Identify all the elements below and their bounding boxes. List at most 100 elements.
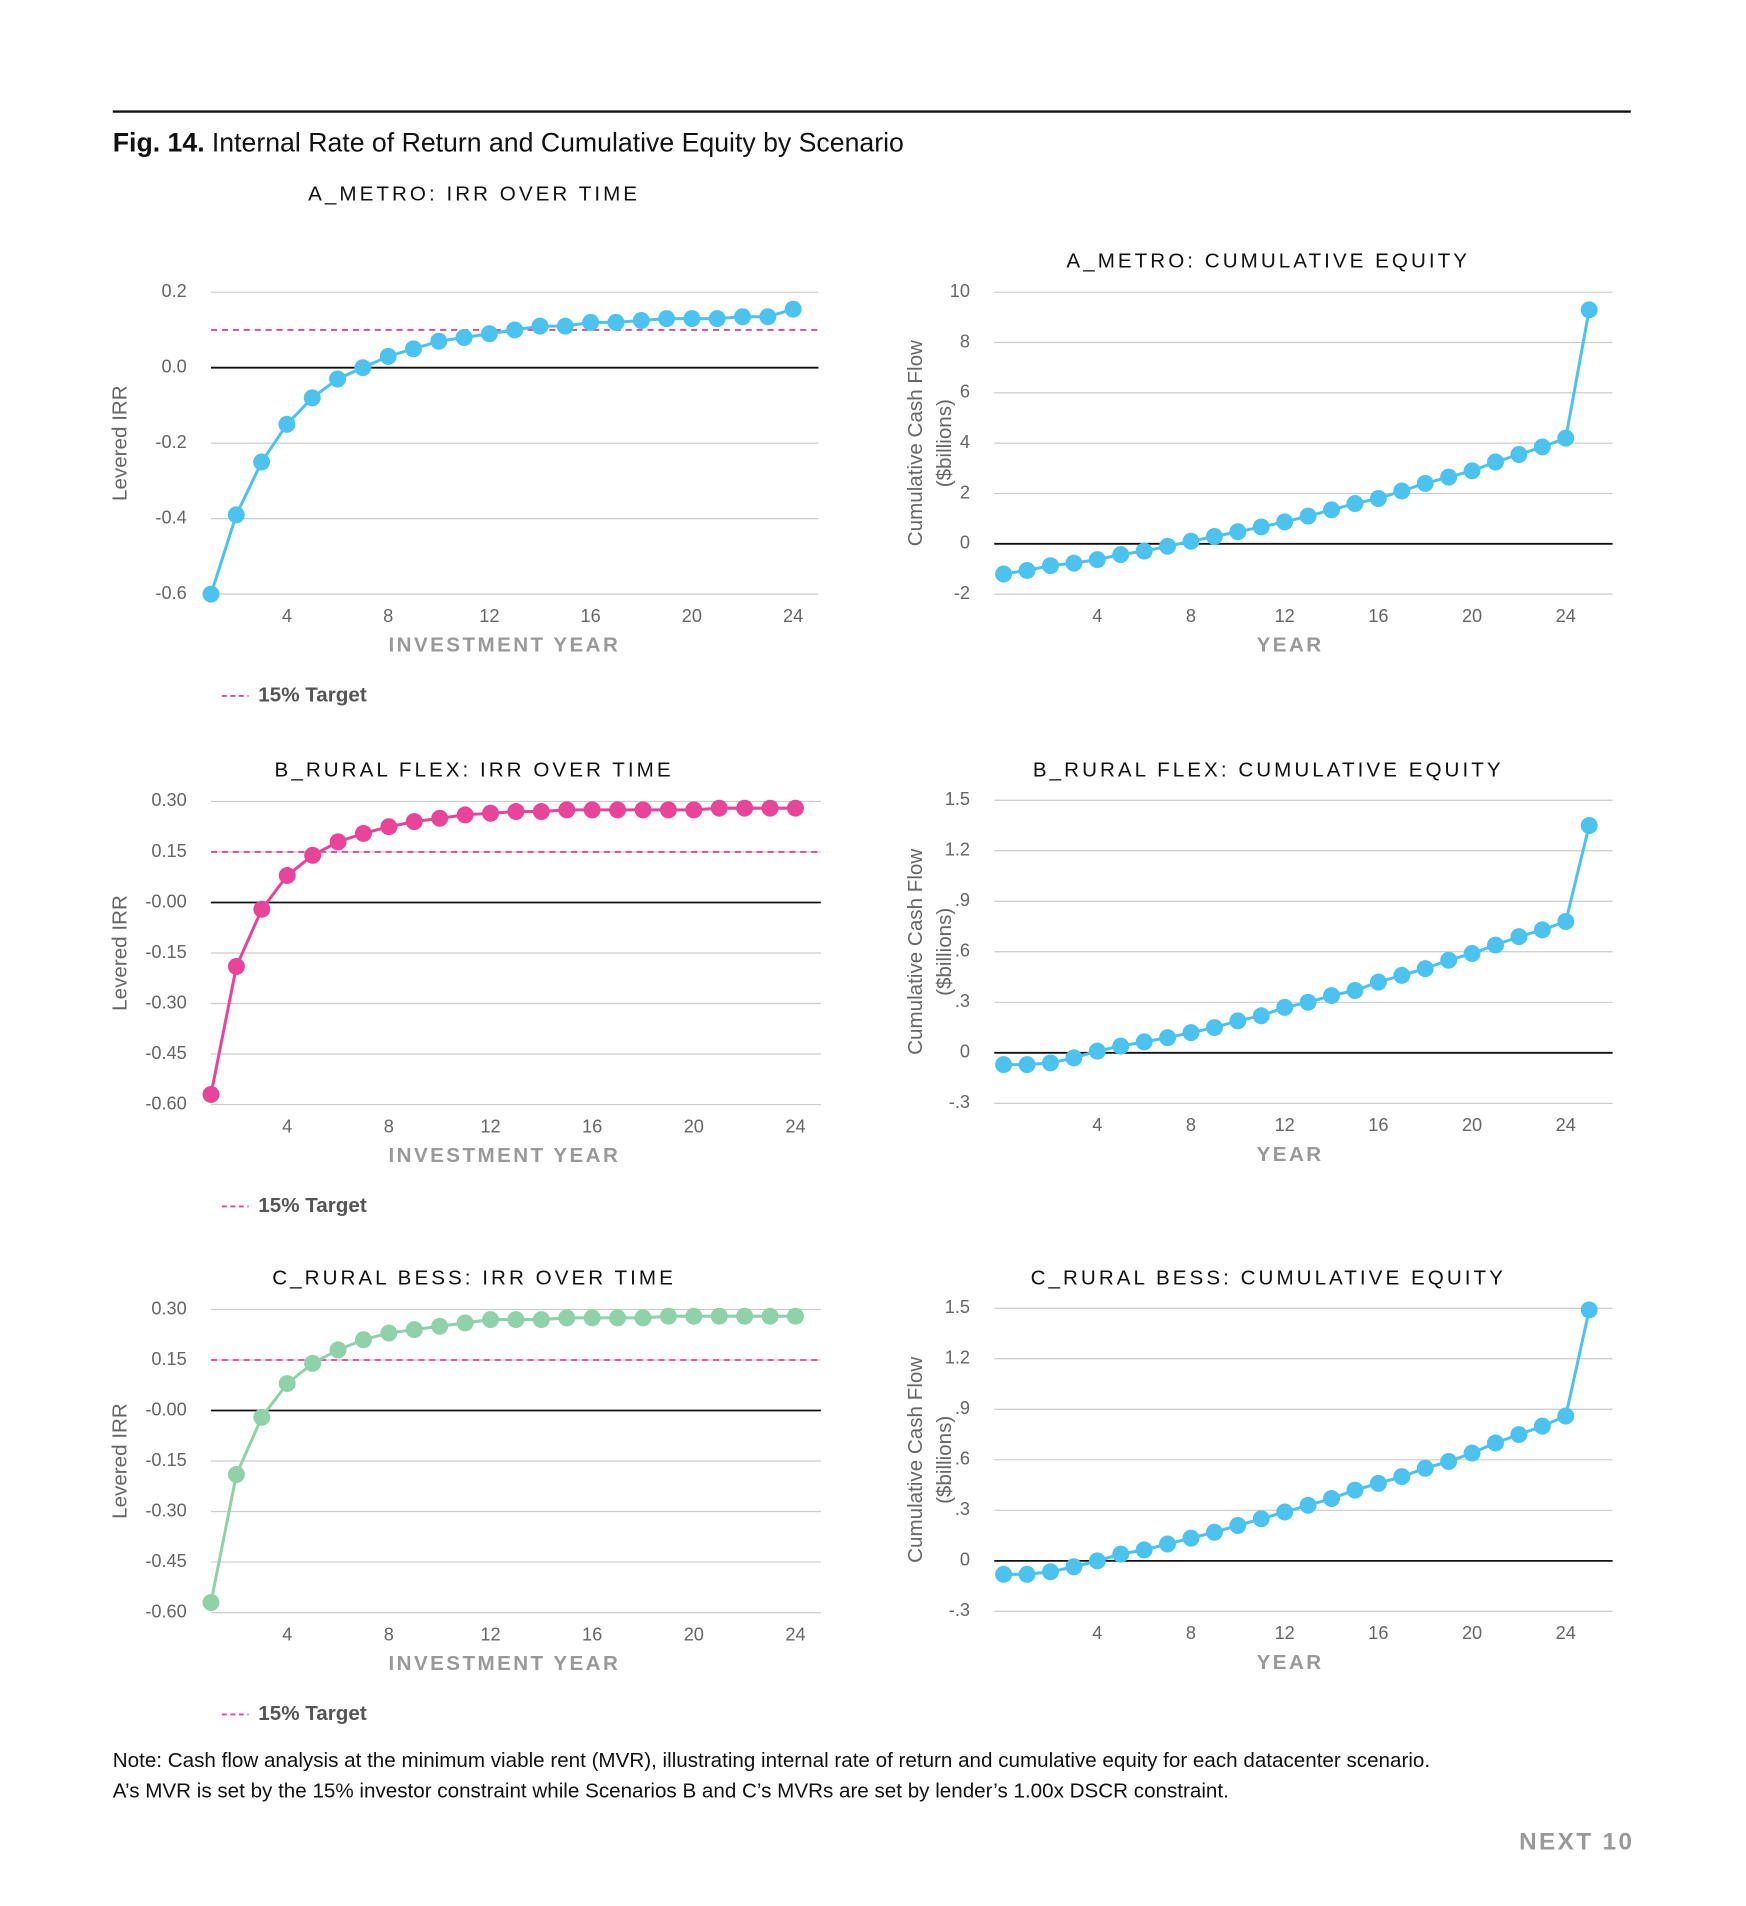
point [658,310,676,328]
chart-title: B_RURAL FLEX: IRR OVER TIME [275,759,674,782]
x-tick-label: 8 [1186,606,1196,626]
point [1510,445,1528,463]
x-tick-label: 16 [1368,606,1388,626]
y-tick-label: -0.15 [145,942,186,962]
point [632,312,650,329]
point [659,1307,677,1325]
point [380,818,398,836]
y-axis-label: Cumulative Cash Flow [904,1357,927,1563]
x-tick-label: 16 [581,606,601,626]
y-tick-label: -0.2 [155,432,186,452]
x-axis-label: YEAR [1257,1143,1324,1166]
y-tick-label: -0.4 [155,507,186,527]
point [1018,1565,1036,1583]
y-tick-label: -0.00 [145,1399,186,1419]
point [531,317,549,335]
y-tick-label: .3 [955,991,970,1011]
point [634,801,652,819]
legend-label: 15% Target [258,683,367,706]
point [1135,1033,1153,1051]
x-axis-label: INVESTMENT YEAR [389,634,621,657]
point [1041,557,1059,575]
point [583,1309,601,1327]
point [253,1408,271,1426]
figure-label: Fig. 14. [113,127,205,157]
y-tick-label: -2 [954,583,970,603]
point [1393,966,1411,984]
x-tick-label: 4 [282,1116,292,1136]
point [482,1311,500,1329]
point [708,310,726,328]
point [1510,928,1528,946]
point [1369,1474,1387,1492]
y-tick-label: .6 [955,1449,970,1469]
point [736,799,754,817]
legend-label: 15% Target [258,1194,367,1217]
point [1416,1459,1434,1477]
y-tick-label: -.3 [949,1092,970,1112]
footer-brand: NEXT 10 [1519,1828,1634,1855]
x-tick-label: 4 [1092,1115,1102,1135]
y-axis-label: ($billions) [933,399,956,487]
point [278,1375,296,1393]
x-tick-label: 16 [1368,1115,1388,1135]
point [1135,542,1153,560]
point [1135,1541,1153,1559]
y-tick-label: 0.30 [151,1298,186,1318]
y-tick-label: 1.5 [945,1297,970,1317]
y-tick-label: 0.15 [151,841,186,861]
point [1018,1056,1036,1074]
point [455,329,473,346]
point [784,300,802,318]
y-tick-label: 1.5 [945,789,970,809]
point [482,804,500,822]
point [1580,817,1598,834]
y-tick-label: 4 [960,432,970,452]
y-axis-label: Levered IRR [109,1403,132,1519]
point [1252,1007,1270,1025]
x-tick-label: 20 [684,1624,704,1644]
point [532,803,550,821]
point [995,1565,1013,1583]
point [683,310,701,328]
point [1182,532,1200,550]
y-tick-label: .9 [955,890,970,910]
y-tick-label: .6 [955,941,970,961]
figure-heading: Fig. 14. Internal Rate of Return and Cumu… [113,127,904,157]
point [1557,429,1575,447]
point [558,1309,576,1327]
chart-title: B_RURAL FLEX: CUMULATIVE EQUITY [1033,759,1504,782]
point [329,833,347,851]
point [1159,1535,1177,1553]
point [1065,554,1083,572]
x-tick-label: 24 [1556,1623,1576,1643]
point [456,806,474,824]
series-line [209,307,794,595]
point [1487,1434,1504,1452]
point [786,799,804,817]
y-tick-label: 0.0 [161,356,186,376]
point [202,1085,220,1103]
point [1463,462,1481,480]
point [1088,1042,1106,1060]
point [1205,528,1223,545]
x-tick-label: 16 [582,1116,602,1136]
point [507,803,525,821]
point [227,1466,245,1483]
point [1533,438,1551,456]
point [1510,1426,1528,1444]
point [1416,474,1434,492]
y-axis-label: Levered IRR [109,385,132,501]
point [1229,1516,1247,1534]
point [1276,513,1294,531]
point [1346,1481,1364,1499]
point [480,325,498,343]
point [202,1593,220,1611]
point [1065,1049,1083,1067]
chart-title: A_METRO: IRR OVER TIME [308,183,640,206]
point [1205,1019,1223,1037]
x-tick-label: 16 [582,1624,602,1644]
x-axis-label: YEAR [1257,1651,1324,1674]
point [1182,1529,1200,1547]
point [379,347,397,365]
